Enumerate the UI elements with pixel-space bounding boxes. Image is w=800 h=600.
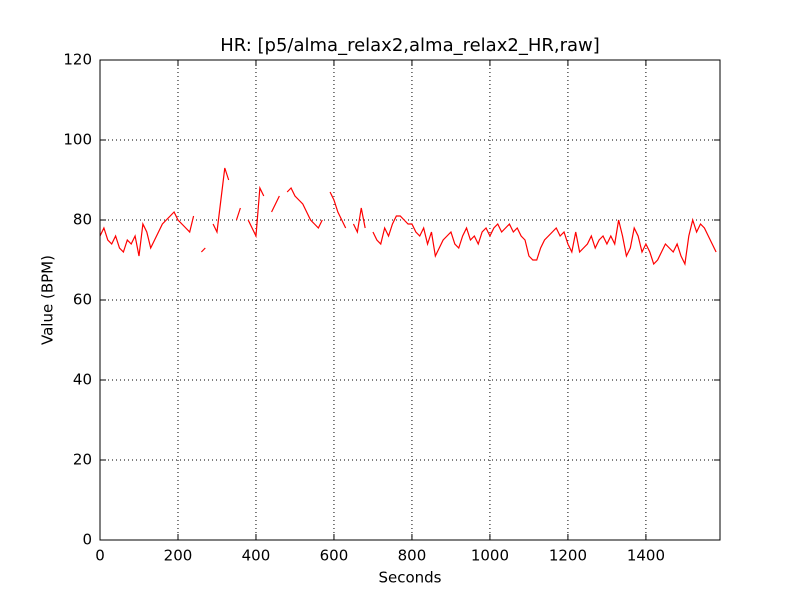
y-axis-label: Value (BPM) xyxy=(39,255,57,345)
x-tick-label: 1000 xyxy=(471,547,509,565)
x-tick-label: 800 xyxy=(398,547,427,565)
x-tick-label: 600 xyxy=(320,547,349,565)
x-axis-label: Seconds xyxy=(378,569,441,587)
plot-area xyxy=(99,59,720,541)
y-tick-label: 120 xyxy=(63,51,92,69)
x-tick-label: 1200 xyxy=(549,547,587,565)
y-tick-label: 80 xyxy=(73,211,92,229)
data-line xyxy=(99,167,717,267)
x-tick-label: 1400 xyxy=(627,547,665,565)
y-tick-label: 0 xyxy=(82,531,92,549)
x-tick-label: 200 xyxy=(164,547,193,565)
y-tick-label: 20 xyxy=(73,451,92,469)
x-tick-label: 400 xyxy=(242,547,271,565)
axes-frame xyxy=(99,59,721,541)
y-tick-label: 100 xyxy=(63,131,92,149)
x-tick-label: 0 xyxy=(95,547,105,565)
y-tick-label: 60 xyxy=(73,291,92,309)
y-tick-label: 40 xyxy=(73,371,92,389)
chart-title: HR: [p5/alma_relax2,alma_relax2_HR,raw] xyxy=(220,35,600,56)
